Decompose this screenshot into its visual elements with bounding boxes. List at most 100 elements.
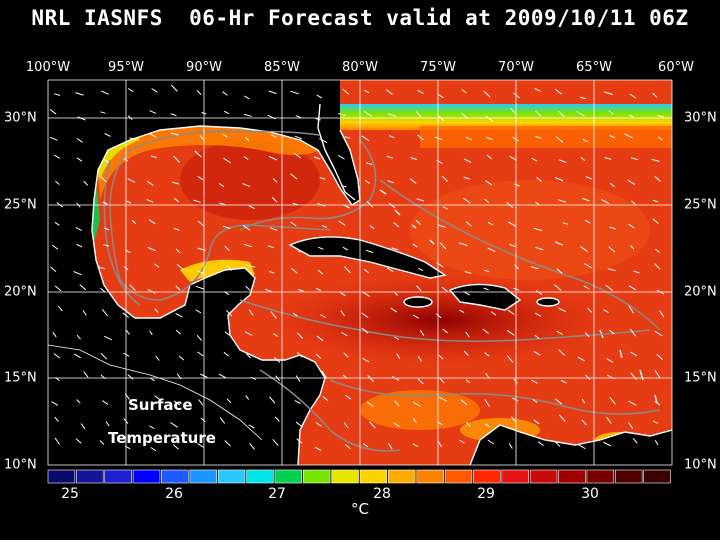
wind-arrow [149, 330, 153, 336]
wind-arrow [198, 399, 204, 406]
wind-arrow [54, 154, 60, 159]
colorbar-swatch [558, 469, 586, 484]
wind-arrow [244, 331, 253, 336]
wind-arrow [439, 396, 448, 402]
wind-arrow [391, 247, 399, 251]
wind-arrow [55, 180, 60, 185]
colorbar-swatch [161, 469, 189, 484]
wind-arrow [268, 155, 278, 161]
wind-arrow [624, 133, 633, 139]
wind-arrow [603, 91, 613, 95]
wind-arrow [273, 333, 278, 337]
wind-arrow [510, 416, 517, 423]
wind-arrow [415, 219, 421, 225]
wind-arrow [173, 400, 181, 406]
lon-label-80w: 80°W [342, 60, 378, 75]
wind-arrow [248, 424, 255, 429]
wind-arrow [465, 136, 472, 141]
wind-arrow [173, 227, 180, 231]
wind-arrow [652, 218, 659, 224]
wind-arrow [466, 221, 472, 227]
wind-arrow [244, 136, 250, 142]
wind-arrow [387, 180, 395, 184]
lat-label-30n-right: 30°N [684, 110, 717, 126]
colorbar-swatch [76, 469, 104, 484]
wind-arrow [388, 443, 393, 450]
colorbar-swatch [614, 469, 643, 484]
wind-arrow [76, 243, 83, 248]
wind-arrow [655, 248, 660, 253]
wind-arrow [485, 372, 490, 379]
wind-arrow [148, 219, 156, 225]
wind-arrow [560, 379, 567, 384]
wind-arrow [291, 267, 298, 274]
wind-arrow [361, 327, 369, 334]
wind-arrow [608, 110, 614, 115]
wind-arrow [629, 328, 637, 337]
land-cuba [290, 236, 445, 278]
wind-arrow [269, 396, 276, 404]
wind-arrow [154, 395, 160, 400]
wind-arrow [630, 244, 635, 250]
lat-label-10n-right: 10°N [684, 457, 717, 473]
wind-arrow [487, 221, 494, 226]
colorbar [47, 469, 671, 484]
wind-arrow [628, 400, 637, 406]
wind-arrow [605, 284, 613, 291]
coastlines [48, 103, 672, 465]
colorbar-swatch [529, 469, 558, 484]
wind-arrow [512, 397, 519, 402]
wind-arrow [628, 422, 634, 429]
wind-arrow [150, 377, 155, 382]
wind-arrow [343, 266, 351, 274]
wind-arrow [486, 154, 493, 160]
wind-arrow [76, 138, 83, 143]
wind-arrow [630, 372, 637, 381]
colorbar-swatch [104, 469, 132, 484]
colorbar-tick-28: 28 [373, 486, 391, 502]
wind-arrow [127, 88, 134, 93]
wind-arrow [656, 353, 664, 361]
wind-arrow [340, 310, 345, 317]
colorbar-swatch [416, 469, 444, 484]
wind-arrow [322, 396, 329, 402]
wind-arrow [194, 150, 202, 158]
wind-arrow [629, 93, 636, 99]
wind-arrow [343, 422, 349, 429]
wind-arrow [533, 227, 543, 231]
wind-arrow [366, 401, 374, 408]
colorbar-swatch [274, 469, 303, 484]
wind-arrow [154, 308, 159, 313]
wind-arrow [393, 422, 400, 428]
wind-arrow [531, 379, 538, 384]
wind-arrow [270, 311, 277, 319]
wind-arrow [294, 152, 302, 159]
wind-arrow [461, 89, 467, 94]
wind-arrow [508, 221, 517, 227]
wind-arrow [51, 244, 59, 250]
wind-arrow [628, 285, 637, 291]
wind-arrow [369, 225, 375, 230]
wind-arrow [80, 423, 86, 430]
wind-arrow [367, 375, 374, 382]
wind-arrow [513, 92, 520, 99]
wind-arrow [245, 353, 252, 359]
wind-arrow [437, 224, 446, 228]
wind-arrow [463, 158, 472, 163]
wind-arrow [297, 332, 304, 339]
wind-arrow [76, 157, 83, 162]
wind-arrow [537, 441, 544, 447]
wind-arrow [601, 198, 610, 204]
wind-arrow [197, 443, 205, 448]
colorbar-tick-27: 27 [268, 486, 286, 502]
wind-arrow [583, 285, 590, 290]
wind-arrow [438, 354, 444, 360]
wind-arrow [197, 270, 205, 275]
wind-arrow [296, 248, 301, 253]
wind-arrow [631, 200, 637, 206]
wind-arrow [483, 90, 491, 98]
wind-arrow [627, 179, 636, 186]
wind-arrow [632, 437, 638, 444]
wind-arrow [554, 284, 562, 291]
wind-arrow [172, 444, 179, 450]
